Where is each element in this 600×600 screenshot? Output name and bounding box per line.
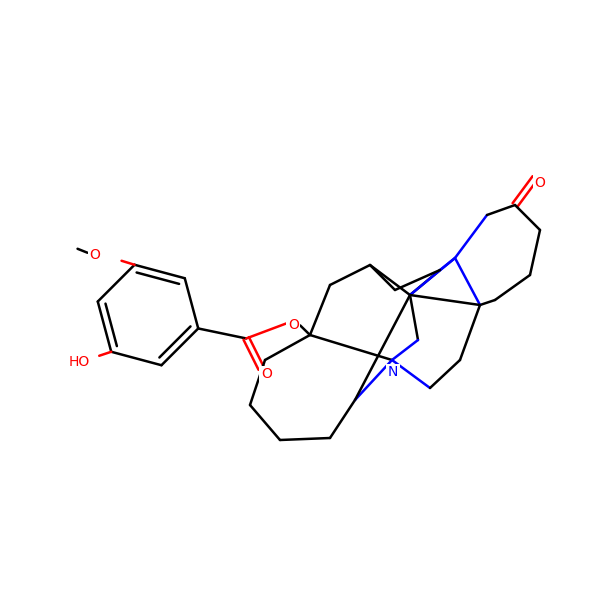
Text: O: O [535,176,545,190]
Text: HO: HO [68,355,90,369]
Text: N: N [388,365,398,379]
Text: O: O [288,319,299,332]
Text: O: O [261,367,272,382]
Text: O: O [89,248,100,262]
